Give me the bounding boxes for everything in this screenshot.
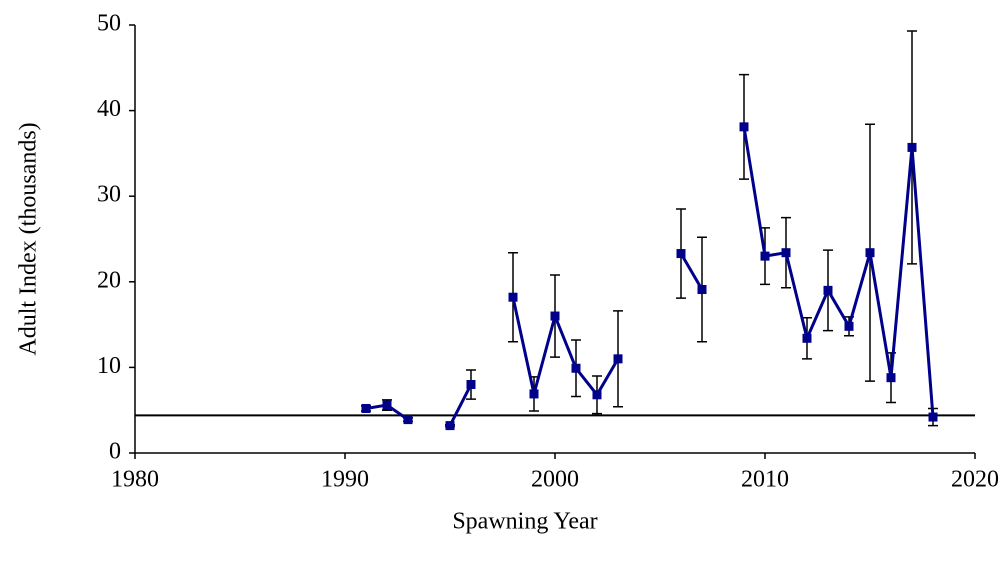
point [886,373,896,383]
point [865,248,875,258]
point [844,321,854,331]
x-tick-label: 2000 [531,467,579,493]
x-tick-label: 2020 [951,467,999,493]
point [361,403,371,413]
x-tick-label: 2010 [741,467,789,493]
point [823,285,833,295]
series-line [365,126,935,427]
point [613,354,623,364]
y-tick-label: 20 [97,267,121,293]
point [802,333,812,343]
point [445,421,455,431]
y-tick-label: 40 [97,96,121,122]
point [403,415,413,425]
point [508,292,518,302]
point [697,285,707,295]
point [781,248,791,258]
point [382,400,392,410]
y-tick-label: 10 [97,353,121,379]
point [676,249,686,259]
point [466,380,476,390]
point [571,363,581,373]
point [739,122,749,132]
x-axis-label: Spawning Year [452,509,597,535]
y-axis-label: Adult Index (thousands) [16,122,42,355]
point [529,389,539,399]
point [592,390,602,400]
y-tick-label: 30 [97,182,121,208]
point [928,412,938,422]
point [907,142,917,152]
x-tick-label: 1990 [321,467,369,493]
y-tick-label: 50 [97,11,121,37]
x-tick-label: 1980 [111,467,159,493]
y-tick-label: 0 [109,439,121,465]
point [760,251,770,261]
point [550,311,560,321]
